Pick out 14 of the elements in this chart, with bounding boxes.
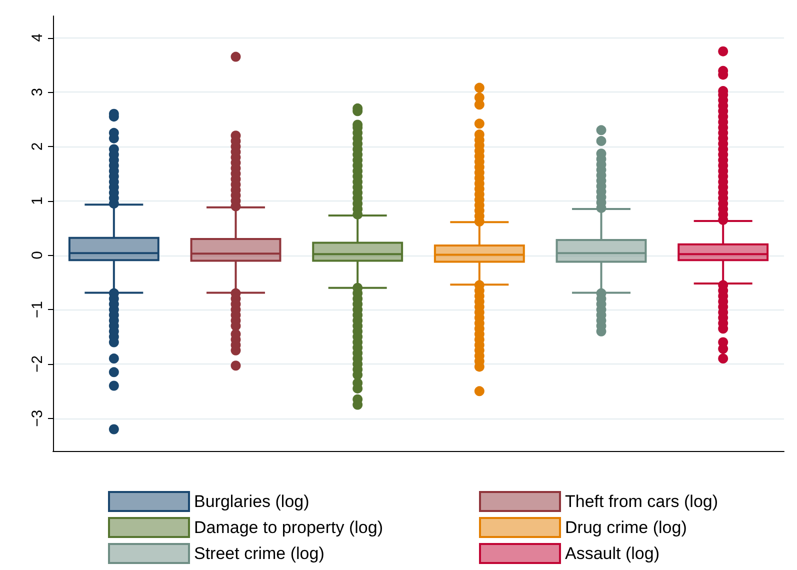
y-tick-label: −1 [29,301,46,318]
y-tick-label: −3 [29,410,46,427]
y-tick-label: 3 [29,88,46,96]
legend-label: Street crime (log) [194,544,324,563]
legend-label: Theft from cars (log) [565,492,718,511]
legend-label: Damage to property (log) [194,518,383,537]
legend-label: Drug crime (log) [565,518,687,537]
y-tick-label: 1 [29,196,46,206]
legend-label: Burglaries (log) [194,492,310,511]
y-tick-label: 4 [29,34,46,42]
legend-label: Assault (log) [565,544,660,563]
y-tick-label: 0 [29,251,46,260]
y-tick-label: 2 [29,142,46,151]
y-tick-label: −2 [29,355,46,373]
